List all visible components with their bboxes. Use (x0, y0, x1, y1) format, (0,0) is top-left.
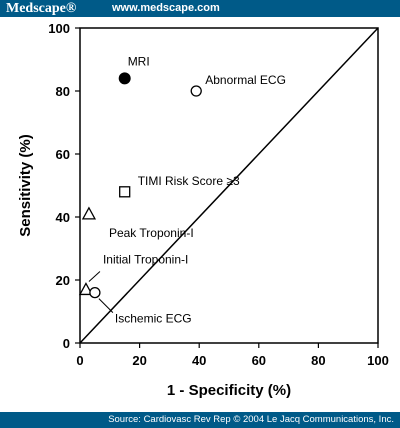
y-tick-labels: 0 20 40 60 80 100 (48, 21, 70, 351)
y-tick-label: 40 (56, 210, 70, 225)
reference-diagonal-line (79, 27, 379, 344)
x-tick-labels: 0 20 40 60 80 100 (76, 353, 388, 368)
chart-point-4-marker (78, 282, 94, 296)
x-tick-label: 80 (311, 353, 325, 368)
chart-point-5-leader-line (98, 298, 114, 313)
chart-point-1-marker (190, 85, 202, 97)
chart-point-5-marker (89, 286, 101, 299)
header-bar: Medscape® www.medscape.com (0, 0, 400, 17)
x-tick-label: 40 (192, 353, 206, 368)
chart-point-2-label: TIMI Risk Score ≥3 (138, 174, 240, 188)
y-tick-label: 20 (56, 273, 70, 288)
x-tick-label: 100 (367, 353, 389, 368)
chart-point-2-marker (119, 186, 131, 198)
chart-point-5-label: Ischemic ECG (115, 312, 192, 326)
chart-point-0-label: MRI (128, 54, 150, 68)
scatter-chart: 0 20 40 60 80 100 0 20 40 60 80 100 MRI Abnormal EC… (17, 21, 389, 399)
chart-point-3-label: Peak Troponin-I (109, 226, 194, 240)
x-tick-label: 20 (132, 353, 146, 368)
chart-point-4-leader-line (88, 271, 101, 282)
point-labels: MRI Abnormal ECG TIMI Risk Score ≥3 Peak Tr… (103, 54, 286, 325)
footer-bar: Source: Cardiovasc Rev Rep © 2004 Le Jac… (0, 412, 400, 428)
chart-point-3-marker (81, 206, 97, 220)
chart-point-1-label: Abnormal ECG (205, 73, 286, 87)
axis-ticks (75, 27, 379, 348)
annotation-leader-lines (88, 271, 114, 313)
y-tick-label: 80 (56, 84, 70, 99)
plot-area-frame (79, 27, 379, 344)
chart-point-0-marker (118, 72, 131, 85)
site-url: www.medscape.com (112, 2, 220, 14)
x-tick-label: 60 (252, 353, 266, 368)
y-tick-label: 0 (63, 336, 70, 351)
source-citation: Source: Cardiovasc Rev Rep © 2004 Le Jac… (108, 414, 394, 425)
x-axis-title: 1 - Specificity (%) (167, 382, 291, 399)
y-tick-label: 100 (48, 21, 70, 36)
chart-point-4-label: Initial Troponin-I (103, 252, 188, 266)
y-tick-label: 60 (56, 147, 70, 162)
y-axis-title: Sensitivity (%) (17, 134, 34, 237)
x-tick-label: 0 (76, 353, 83, 368)
data-markers (78, 72, 202, 299)
brand-logo: Medscape® (6, 1, 77, 16)
